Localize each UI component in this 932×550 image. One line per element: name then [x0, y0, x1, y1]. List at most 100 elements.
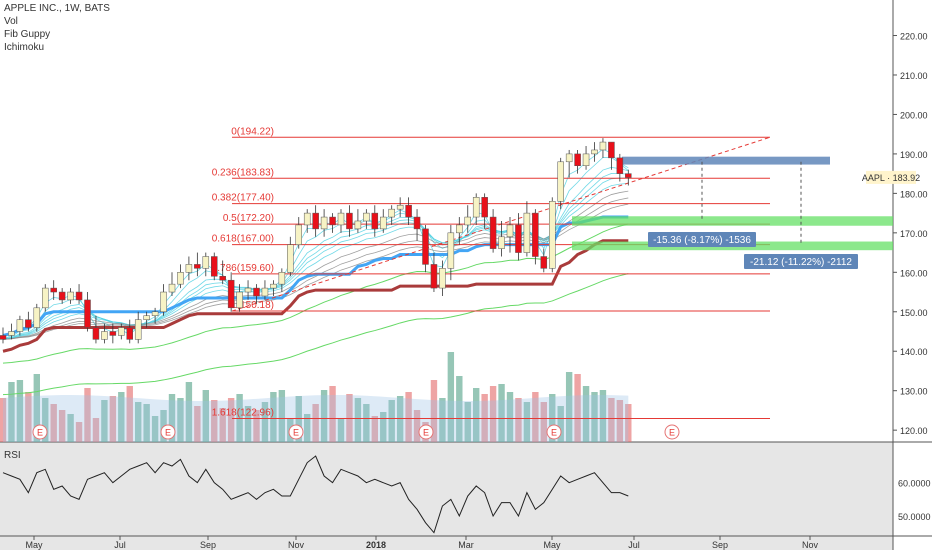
volume-bar — [227, 398, 235, 442]
fib-level-label: 1(150.18) — [231, 300, 274, 311]
candle-body — [101, 331, 108, 340]
candle-body — [84, 299, 91, 328]
time-tick-label: Jul — [114, 540, 126, 550]
volume-bar — [219, 408, 226, 442]
volume-bar — [456, 376, 463, 442]
volume-bar — [109, 396, 117, 442]
volume-bar — [8, 382, 15, 442]
candle-body — [413, 216, 421, 230]
volume-bar — [473, 388, 480, 442]
study-fib-guppy[interactable]: Fib Guppy — [4, 29, 51, 40]
candle-body — [177, 272, 184, 285]
candle-body — [363, 212, 370, 222]
volume-bar — [523, 402, 531, 442]
rsi-tick-label: 50.0000 — [898, 512, 931, 522]
time-tick-label: May — [543, 540, 561, 550]
volume-bar — [67, 414, 74, 442]
candle-body — [380, 216, 387, 230]
volume-bar — [413, 410, 421, 442]
candle-body — [439, 268, 446, 289]
volume-bar — [118, 392, 125, 442]
candle-body — [134, 319, 142, 340]
candle-body — [0, 335, 7, 340]
candle-body — [219, 276, 226, 281]
candle-body — [574, 153, 581, 167]
volume-bar — [33, 374, 40, 442]
symbol-title[interactable]: APPLE INC., 1W, BATS — [4, 3, 110, 14]
fib-level-label: 1.618(122.96) — [212, 407, 274, 418]
candle-body — [371, 212, 379, 230]
volume-bar — [177, 398, 184, 442]
fib-level-label: 0.382(177.40) — [212, 193, 274, 204]
volume-bar — [92, 418, 100, 442]
candle-body — [599, 141, 607, 151]
measure-label: -15.36 (-8.17%) -1536 — [653, 235, 751, 246]
candle-body — [464, 216, 471, 226]
candle-body — [625, 173, 632, 178]
volume-bar — [354, 398, 362, 442]
time-tick-label: May — [25, 540, 43, 550]
price-tick-label: 120.00 — [900, 426, 928, 436]
candle-body — [447, 232, 455, 269]
volume-bar — [278, 390, 286, 442]
volume-bar — [261, 402, 269, 442]
volume-bar — [599, 390, 607, 442]
volume-bar — [151, 416, 159, 442]
time-tick-label: Sep — [200, 540, 216, 550]
candle-body — [67, 291, 74, 301]
price-tick-label: 170.00 — [900, 229, 928, 239]
volume-bar — [304, 414, 311, 442]
candle-body — [388, 208, 395, 218]
earnings-marker-icon — [546, 424, 562, 440]
earnings-marker-icon — [160, 424, 176, 440]
candle-body — [329, 216, 336, 226]
long-ma-line — [2, 223, 629, 364]
volume-bar — [464, 402, 471, 442]
candle-body — [616, 157, 624, 174]
volume-bar — [506, 392, 514, 442]
candle-body — [109, 331, 117, 336]
volume-bar — [371, 416, 378, 442]
volume-bar — [16, 380, 24, 442]
volume-bar — [126, 386, 133, 442]
candle-body — [498, 236, 505, 249]
volume-bar — [329, 386, 336, 442]
candle-body — [532, 212, 539, 257]
candle-body — [42, 287, 49, 309]
volume-bar — [320, 390, 328, 442]
earnings-marker-icon — [418, 424, 434, 440]
candle-body — [194, 264, 201, 269]
last-price-tag — [866, 170, 916, 184]
candle-body — [227, 279, 235, 309]
candle-body — [211, 256, 218, 277]
study-ichimoku[interactable]: Ichimoku — [4, 42, 45, 53]
volume-bar — [0, 398, 7, 442]
candle-body — [506, 224, 514, 238]
fib-level-label: 0.618(167.00) — [212, 234, 274, 245]
target-zone-blue — [622, 156, 830, 165]
candle-body — [25, 319, 32, 328]
candle-body — [75, 291, 83, 301]
time-tick-label: Mar — [458, 540, 474, 550]
candle-body — [118, 327, 125, 336]
time-tick-label: Sep — [712, 540, 728, 550]
time-tick-label: Nov — [288, 540, 305, 550]
candle-body — [287, 244, 294, 273]
earnings-marker-label: E — [551, 428, 557, 438]
volume-bar — [312, 404, 319, 442]
volume-bar — [253, 410, 260, 442]
earnings-marker-label: E — [423, 428, 429, 438]
time-tick-label: Jul — [628, 540, 640, 550]
rsi-label[interactable]: RSI — [4, 450, 21, 461]
study-vol[interactable]: Vol — [4, 16, 18, 27]
long-ma-line — [2, 273, 629, 396]
rsi-tick-label: 60.0000 — [898, 479, 931, 489]
volume-bar — [211, 400, 218, 442]
price-tick-label: 160.00 — [900, 268, 928, 278]
candle-body — [540, 256, 548, 269]
volume-bar — [565, 372, 573, 442]
candle-body — [608, 141, 615, 159]
volume-bar — [489, 386, 497, 442]
fib-level-label: 0.786(159.60) — [212, 263, 274, 274]
